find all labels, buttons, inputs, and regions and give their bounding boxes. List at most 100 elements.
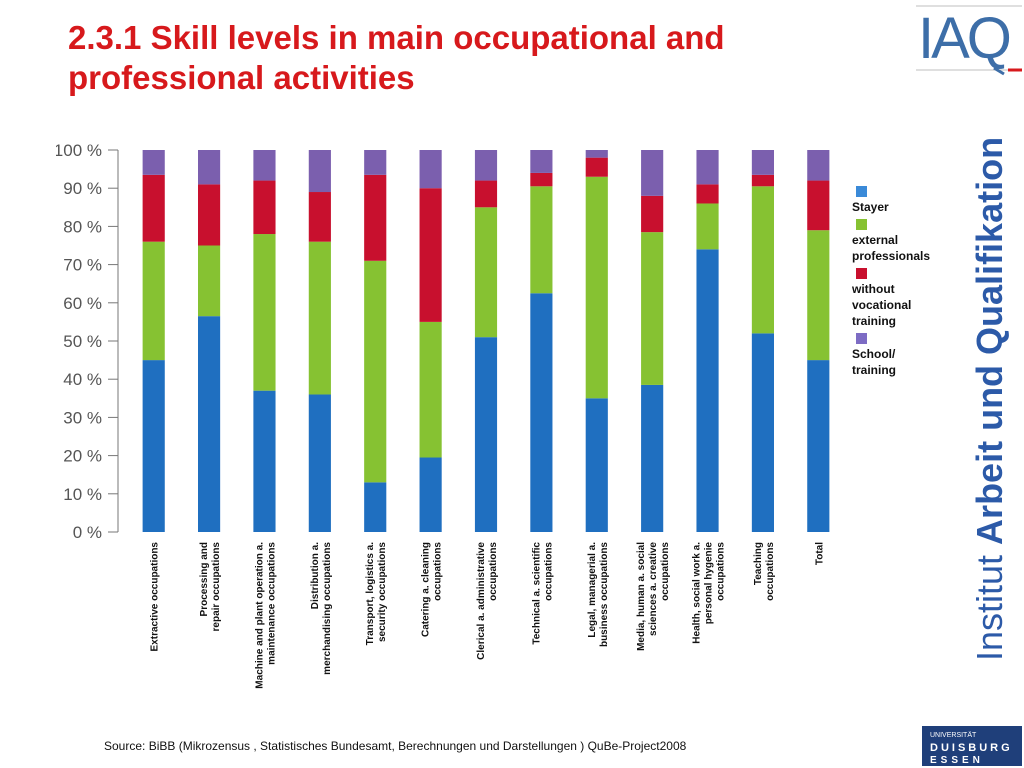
bar-segment-4 [198, 150, 221, 185]
category-label: Distribution a.merchandising occupations [310, 542, 333, 675]
bar-segment-3 [253, 180, 276, 235]
y-tick-label: 10 % [63, 485, 102, 504]
bar-segment-1 [641, 384, 664, 532]
bar-segment-1 [364, 482, 387, 532]
legend-label: vocational [852, 298, 912, 312]
legend-swatch [856, 333, 867, 344]
category-label: Media, human a. socialsciences a. creati… [636, 542, 671, 651]
slide-title: 2.3.1 Skill levels in main occupational … [68, 19, 725, 96]
category-label: Machine and plant operation a.maintenanc… [254, 542, 277, 689]
bar-segment-1 [585, 398, 608, 532]
legend-item: external professionals [852, 219, 952, 264]
y-tick-label: 80 % [63, 217, 102, 236]
bar-segment-1 [530, 293, 553, 532]
bar-segment-2 [419, 321, 442, 458]
category-label: Health, social work a.personal hygenieoc… [692, 542, 727, 644]
legend-label: professionals [852, 249, 931, 263]
bar-segment-4 [474, 150, 498, 181]
bar-segment-3 [751, 174, 774, 187]
legend-label: without [852, 282, 895, 296]
university-line-2: DUISBURG [930, 742, 1013, 754]
legend-label: Stayer [852, 200, 889, 214]
category-label: Processing andrepair occupations [199, 542, 222, 632]
bar-segment-3 [308, 192, 331, 242]
y-tick-label: 70 % [63, 256, 102, 275]
institute-prefix: Institut [969, 544, 1010, 661]
y-tick-label: 20 % [63, 447, 102, 466]
bar-segment-3 [364, 174, 387, 261]
legend-swatch [856, 186, 867, 197]
bar-segment-4 [641, 150, 664, 196]
university-line-3: ESSEN [930, 755, 984, 766]
y-tick-label: 0 % [73, 523, 102, 542]
institute-name: Institut Arbeit und Qualifikation [930, 96, 1010, 681]
category-label: Teachingoccupations [753, 542, 776, 601]
bar-segment-3 [807, 180, 830, 231]
bar-segment-3 [474, 180, 498, 208]
iaq-logo: IAQ [916, 5, 1022, 76]
category-label: Clerical a. administrativeoccupations [476, 542, 499, 660]
bar-segment-1 [253, 390, 276, 532]
bar-segment-3 [198, 184, 221, 246]
bar-segment-2 [364, 260, 387, 483]
category-label: Legal, managerial a.business occupations [587, 542, 610, 647]
legend-item: School/training [852, 333, 952, 378]
bar-segment-4 [696, 150, 719, 185]
bar-segment-2 [530, 186, 553, 294]
legend-item: Stayer [852, 186, 952, 215]
y-tick-label: 100 % [56, 141, 102, 160]
bar-segment-2 [696, 203, 719, 250]
bar-segment-3 [142, 174, 165, 242]
y-tick-label: 60 % [63, 294, 102, 313]
bar-segment-4 [807, 150, 830, 181]
bar-segment-4 [253, 150, 276, 181]
category-label: Transport, logistics a.security occupati… [365, 542, 388, 646]
bar-segment-2 [253, 234, 276, 391]
bar-segment-4 [142, 150, 165, 175]
chart-legend: Stayer external professionals without vocati… [852, 186, 952, 382]
bar-segment-2 [308, 241, 331, 395]
legend-label: external [852, 233, 899, 247]
bar-segment-2 [751, 186, 774, 334]
bar-segment-4 [585, 150, 608, 158]
bar-segment-1 [142, 360, 165, 532]
university-logo: UNIVERSITÄT DUISBURG ESSEN [922, 726, 1022, 766]
category-label: Catering a. cleaningoccupations [421, 542, 444, 637]
iaq-logo-text: IAQ [918, 6, 1010, 71]
bar-segment-2 [641, 232, 664, 385]
y-tick-label: 90 % [63, 179, 102, 198]
y-tick-label: 50 % [63, 332, 102, 351]
category-label: Technical a. scientificoccupations [531, 542, 554, 645]
bar-segment-1 [696, 249, 719, 532]
legend-item: without vocational training [852, 268, 952, 329]
bar-segment-2 [807, 230, 830, 361]
legend-label: School/ [852, 347, 896, 361]
bar-segment-3 [419, 188, 442, 322]
y-tick-label: 30 % [63, 408, 102, 427]
bar-segment-2 [474, 207, 498, 338]
legend-swatch [856, 268, 867, 279]
source-note: Source: BiBB (Mikrozensus , Statistische… [104, 739, 687, 753]
bar-segment-1 [751, 333, 774, 532]
bar-segment-3 [696, 184, 719, 204]
bar-segment-2 [585, 176, 608, 399]
bar-segment-4 [364, 150, 387, 175]
university-line-1: UNIVERSITÄT [930, 731, 977, 739]
legend-label: training [852, 363, 896, 377]
legend-swatch [856, 219, 867, 230]
category-label: Total [814, 542, 825, 565]
y-tick-label: 40 % [63, 370, 102, 389]
bar-segment-1 [198, 316, 221, 532]
category-label: Extractive occupations [150, 542, 161, 652]
bar-segment-4 [530, 150, 553, 173]
bar-segment-4 [419, 150, 442, 189]
bar-segment-3 [641, 195, 664, 233]
legend-label: training [852, 314, 896, 328]
bar-segment-1 [807, 360, 830, 532]
bar-segment-4 [308, 150, 331, 193]
bar-segment-1 [474, 337, 498, 532]
bar-segment-3 [530, 172, 553, 187]
stacked-bar-chart: 0 % 10 % 20 % 30 % 40 % 50 % 60 % 70 % 80 % 90 % 1… [56, 141, 846, 689]
bar-segment-1 [419, 457, 442, 532]
bar-segment-4 [751, 150, 774, 175]
